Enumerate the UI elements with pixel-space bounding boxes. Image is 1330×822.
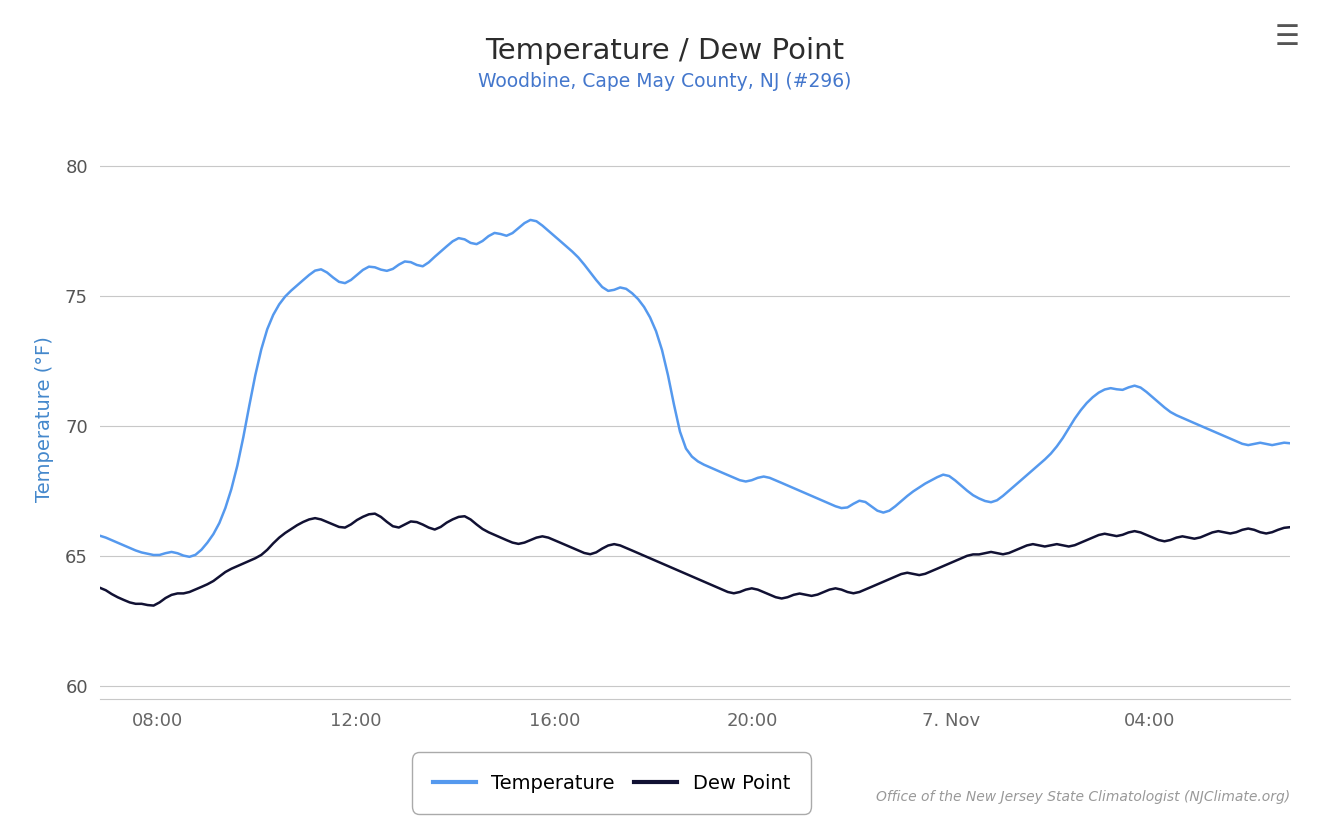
Text: ☰: ☰ <box>1274 23 1299 51</box>
Text: Woodbine, Cape May County, NJ (#296): Woodbine, Cape May County, NJ (#296) <box>479 72 851 91</box>
Legend: Temperature, Dew Point: Temperature, Dew Point <box>419 760 803 806</box>
Text: Temperature / Dew Point: Temperature / Dew Point <box>485 37 845 65</box>
Text: Office of the New Jersey State Climatologist (NJClimate.org): Office of the New Jersey State Climatolo… <box>876 790 1290 804</box>
Y-axis label: Temperature (°F): Temperature (°F) <box>35 336 53 502</box>
